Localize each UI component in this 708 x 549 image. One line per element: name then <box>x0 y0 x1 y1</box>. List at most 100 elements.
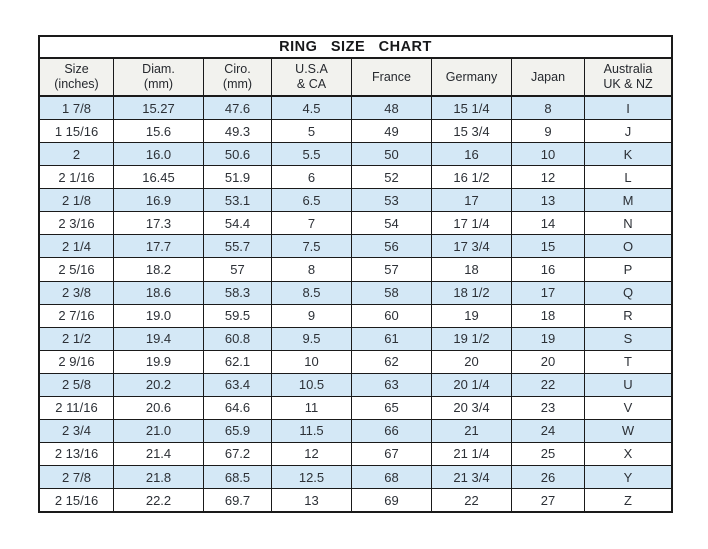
table-cell: 55.7 <box>204 235 272 258</box>
table-cell: 5.5 <box>272 143 352 166</box>
table-cell: 11.5 <box>272 419 352 442</box>
table-cell: 26 <box>512 466 585 489</box>
table-cell: 2 3/16 <box>40 212 114 235</box>
table-cell: 9 <box>512 120 585 143</box>
table-cell: J <box>624 123 632 139</box>
table-row: 2 16.0 50.6 5.5 50 16 10 K <box>40 142 671 166</box>
table-cell: 21.4 <box>114 442 204 465</box>
table-cell: 51.9 <box>204 166 272 189</box>
table-cell: 10.5 <box>272 373 352 396</box>
column-header: U.S.A & CA <box>272 59 352 95</box>
column-header: Australia UK & NZ <box>603 62 653 91</box>
table-row: 2 3/4 21.0 65.9 11.5 66 21 24 W <box>40 418 671 442</box>
table-cell: 18 <box>432 258 512 281</box>
table-cell: 21.0 <box>114 419 204 442</box>
table-cell: 20.6 <box>114 396 204 419</box>
table-cell: 2 9/16 <box>40 350 114 373</box>
table-cell: K <box>623 146 633 162</box>
table-cell: 20 1/4 <box>432 373 512 396</box>
column-header: France <box>352 59 432 95</box>
table-cell: 6.5 <box>272 189 352 212</box>
table-title: RING SIZE CHART <box>40 37 671 59</box>
table-cell: 20.2 <box>114 373 204 396</box>
table-cell: 7.5 <box>272 235 352 258</box>
table-cell: 12 <box>512 166 585 189</box>
table-row: 2 1/16 16.45 51.9 6 52 16 1/2 12 L <box>40 165 671 189</box>
table-row: 2 7/16 19.0 59.5 9 60 19 18 R <box>40 303 671 327</box>
table-cell: 62 <box>352 350 432 373</box>
table-cell: 2 11/16 <box>40 396 114 419</box>
table-cell: 47.6 <box>204 97 272 120</box>
table-cell: 10 <box>512 143 585 166</box>
table-cell: 59.5 <box>204 304 272 327</box>
table-cell: 2 3/8 <box>40 281 114 304</box>
table-cell: 22.2 <box>114 489 204 512</box>
table-row: 2 5/8 20.2 63.4 10.5 63 20 1/4 22 U <box>40 372 671 396</box>
table-cell: 18.6 <box>114 281 204 304</box>
table-cell: 8.5 <box>272 281 352 304</box>
table-cell: 8 <box>512 97 585 120</box>
table-cell: T <box>624 354 632 370</box>
table-cell: 18 1/2 <box>432 281 512 304</box>
table-cell: 2 1/8 <box>40 189 114 212</box>
table-cell: N <box>623 215 633 231</box>
table-cell: 9 <box>272 304 352 327</box>
table-cell: V <box>623 400 633 416</box>
table-cell: 56 <box>352 235 432 258</box>
table-cell: 17.3 <box>114 212 204 235</box>
table-cell: 16.45 <box>114 166 204 189</box>
table-cell: 63 <box>352 373 432 396</box>
table-cell: 62.1 <box>204 350 272 373</box>
table-cell: M <box>622 192 634 208</box>
table-cell: 8 <box>272 258 352 281</box>
table-cell: 69 <box>352 489 432 512</box>
table-cell: 2 7/8 <box>40 466 114 489</box>
table-cell: 1 15/16 <box>40 120 114 143</box>
table-cell: 66 <box>352 419 432 442</box>
table-cell: 2 1/16 <box>40 166 114 189</box>
table-cell: I <box>626 100 630 116</box>
table-cell: 2 7/16 <box>40 304 114 327</box>
table-cell: 13 <box>512 189 585 212</box>
table-cell: 20 3/4 <box>432 396 512 419</box>
table-row: 2 1/4 17.7 55.7 7.5 56 17 3/4 15 O <box>40 234 671 258</box>
table-cell: 10 <box>272 350 352 373</box>
table-cell: 22 <box>432 489 512 512</box>
table-cell: 2 1/4 <box>40 235 114 258</box>
table-cell: 54 <box>352 212 432 235</box>
table-row: 1 15/16 15.6 49.3 5 49 15 3/4 9 J <box>40 119 671 143</box>
table-cell: 19 1/2 <box>432 327 512 350</box>
table-cell: 23 <box>512 396 585 419</box>
table-cell: 69.7 <box>204 489 272 512</box>
table-row: 2 7/8 21.8 68.5 12.5 68 21 3/4 26 Y <box>40 465 671 489</box>
table-cell: P <box>623 261 633 277</box>
table-cell: 2 3/4 <box>40 419 114 442</box>
table-body: 1 7/8 15.27 47.6 4.5 48 15 1/4 8 I 1 15/16 15.6 49… <box>40 97 671 512</box>
table-cell: 19 <box>432 304 512 327</box>
table-cell: 53.1 <box>204 189 272 212</box>
table-cell: 67.2 <box>204 442 272 465</box>
table-cell: R <box>623 308 633 324</box>
table-cell: 68.5 <box>204 466 272 489</box>
table-cell: 58 <box>352 281 432 304</box>
table-cell: L <box>624 169 632 185</box>
table-cell: 13 <box>272 489 352 512</box>
table-cell: 17 3/4 <box>432 235 512 258</box>
table-cell: 60 <box>352 304 432 327</box>
table-cell: 14 <box>512 212 585 235</box>
table-row: 2 15/16 22.2 69.7 13 69 22 27 Z <box>40 488 671 512</box>
table-cell: O <box>622 238 634 254</box>
table-cell: 49.3 <box>204 120 272 143</box>
table-cell: 2 5/8 <box>40 373 114 396</box>
table-cell: 16 <box>512 258 585 281</box>
table-row: 2 13/16 21.4 67.2 12 67 21 1/4 25 X <box>40 441 671 465</box>
table-cell: 15 1/4 <box>432 97 512 120</box>
table-cell: 60.8 <box>204 327 272 350</box>
table-cell: 18 <box>512 304 585 327</box>
table-cell: 57 <box>352 258 432 281</box>
table-cell: 54.4 <box>204 212 272 235</box>
table-cell: 20 <box>432 350 512 373</box>
table-cell: 48 <box>352 97 432 120</box>
table-cell: 5 <box>272 120 352 143</box>
table-cell: 61 <box>352 327 432 350</box>
